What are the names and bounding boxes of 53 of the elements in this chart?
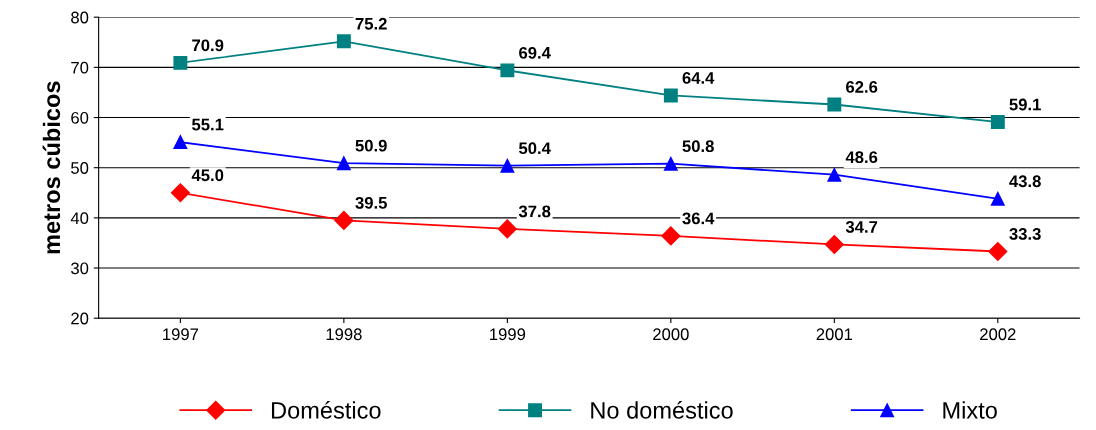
- y-tick-label: 40: [70, 212, 89, 225]
- point: [661, 226, 681, 246]
- data-label: 55.1: [192, 118, 224, 131]
- point: [663, 156, 678, 171]
- point: [827, 97, 842, 112]
- data-label: 69.4: [519, 46, 551, 59]
- point: [988, 241, 1008, 262]
- data-label: 50.9: [355, 139, 387, 152]
- data-label: 43.8: [1009, 175, 1041, 188]
- y-tick-label: 20: [71, 312, 89, 325]
- y-axis-title: metros cúbicos: [42, 81, 61, 254]
- data-label: 59.1: [1009, 98, 1041, 111]
- data-label: 45.0: [191, 169, 224, 182]
- data-label: 36.4: [682, 212, 715, 225]
- point: [663, 88, 678, 103]
- point: [334, 210, 354, 230]
- x-tick-label: 2000: [653, 328, 689, 341]
- data-label: 62.6: [846, 81, 878, 93]
- legend-label: Mixto: [943, 401, 997, 419]
- data-label: 64.4: [682, 72, 715, 84]
- x-tick-label: 1998: [326, 328, 362, 341]
- data-label: 50.4: [518, 142, 551, 155]
- point: [173, 55, 188, 70]
- x-tick-label: 2002: [980, 328, 1016, 341]
- data-label: 50.8: [682, 140, 714, 153]
- y-tick-label: 80: [71, 11, 89, 24]
- point: [990, 191, 1005, 206]
- data-label: 70.9: [192, 39, 224, 52]
- y-tick-label: 30: [71, 262, 89, 275]
- data-label: 48.6: [845, 151, 878, 164]
- y-tick-label: 60: [71, 111, 89, 124]
- point: [824, 234, 844, 254]
- data-label: 75.2: [355, 17, 387, 30]
- point: [500, 63, 515, 78]
- point: [173, 135, 188, 150]
- point: [170, 183, 190, 203]
- data-label: 33.3: [1009, 228, 1041, 240]
- legend-label: No doméstico: [591, 401, 733, 419]
- point: [500, 158, 515, 173]
- x-tick-label: 1999: [490, 328, 526, 341]
- y-tick-label: 50: [71, 162, 89, 174]
- data-label: 37.8: [518, 205, 551, 218]
- x-tick-label: 2001: [816, 328, 853, 341]
- point: [336, 156, 351, 171]
- point: [827, 167, 842, 182]
- data-label: 34.7: [845, 221, 878, 233]
- y-tick-label: 70: [71, 61, 89, 74]
- point: [497, 219, 517, 239]
- point: [990, 115, 1005, 129]
- point: [336, 34, 351, 49]
- data-label: 39.5: [355, 196, 387, 209]
- legend-label: Doméstico: [271, 401, 381, 419]
- x-tick-label: 1997: [163, 328, 199, 341]
